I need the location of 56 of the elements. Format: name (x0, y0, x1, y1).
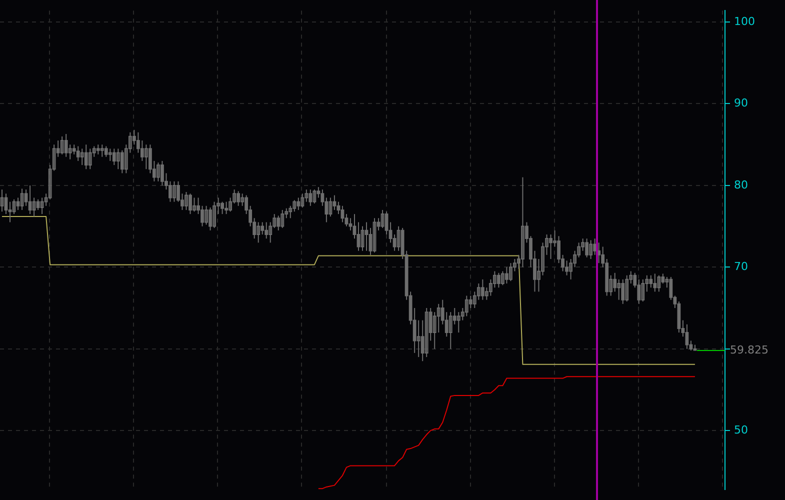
candlestick (40, 197, 44, 215)
candlestick (268, 222, 272, 244)
candlestick (228, 197, 232, 212)
ref-line-label: 59.825 (730, 343, 768, 356)
candlestick (280, 209, 284, 228)
candlestick (372, 218, 376, 253)
candlestick (328, 197, 332, 217)
candlestick (509, 262, 512, 282)
candlestick (569, 258, 572, 280)
candlestick (657, 274, 661, 292)
candlestick (312, 189, 316, 204)
y-tick-label: 70 (734, 260, 748, 274)
candlestick (641, 278, 645, 302)
candlestick (617, 278, 621, 300)
candlestick (476, 283, 480, 300)
candlestick (144, 144, 148, 170)
candlestick (500, 270, 504, 286)
candlestick (541, 242, 544, 276)
y-tick-label: 90 (734, 96, 748, 110)
candlestick (625, 274, 629, 302)
candlestick (380, 209, 384, 228)
candlestick (240, 193, 244, 206)
candlestick (416, 320, 420, 358)
candlestick (20, 188, 24, 210)
candlestick (68, 144, 72, 160)
candlestick (204, 205, 208, 226)
y-tick-label: 50 (734, 423, 748, 436)
candlestick (288, 205, 292, 219)
candlestick (300, 193, 304, 208)
candlestick (60, 136, 64, 155)
candlestick (80, 148, 84, 166)
candlestick (256, 222, 260, 244)
candlestick (100, 144, 104, 158)
candlestick (192, 197, 196, 212)
candlestick (116, 148, 120, 170)
candlestick (172, 180, 176, 202)
candlestick (212, 201, 216, 228)
candlestick (396, 226, 400, 252)
candlestick (589, 240, 593, 260)
candlestick (156, 162, 160, 182)
candlestick (492, 270, 496, 288)
y-tick-label: 80 (734, 178, 748, 192)
candlestick (424, 308, 428, 358)
candlestick (456, 312, 460, 334)
candlestick (88, 148, 92, 170)
candlestick (448, 312, 452, 350)
candlestick (521, 176, 524, 268)
candlestick (12, 198, 16, 215)
candlestick (108, 148, 112, 162)
candlestick (464, 295, 468, 317)
candlestick (360, 226, 364, 252)
candlestick (184, 191, 188, 210)
candlestick (0, 189, 4, 212)
y-tick-label: 100 (734, 14, 755, 28)
candlestick (436, 303, 440, 334)
candlestick (32, 197, 36, 217)
